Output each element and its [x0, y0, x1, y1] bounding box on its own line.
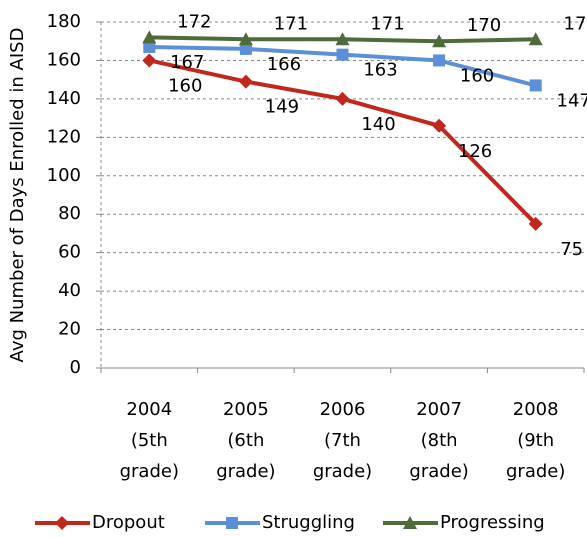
marker — [335, 32, 350, 46]
y-tick-label: 180 — [47, 11, 81, 32]
data-label: 167 — [170, 52, 204, 73]
y-tick-label: 40 — [58, 280, 81, 301]
y-tick-label: 60 — [58, 242, 81, 263]
y-tick-label: 0 — [70, 357, 81, 378]
marker — [238, 74, 253, 89]
marker — [238, 32, 253, 46]
y-tick-label: 100 — [47, 165, 81, 186]
marker — [335, 91, 350, 106]
y-tick-label: 160 — [47, 49, 81, 70]
y-tick-label: 80 — [58, 203, 81, 224]
marker — [403, 516, 417, 529]
data-label: 75 — [560, 239, 583, 260]
marker — [142, 30, 157, 44]
y-tick-label: 120 — [47, 126, 81, 147]
data-label: 163 — [363, 60, 397, 81]
data-label: 171 — [370, 13, 404, 34]
y-tick-label: 140 — [47, 88, 81, 109]
y-tick-label: 20 — [58, 319, 81, 340]
x-tick-label: 2006 (7th grade) — [312, 399, 373, 482]
x-tick-label: 2004 (5th grade) — [119, 399, 179, 482]
data-label: 160 — [460, 65, 494, 86]
marker — [226, 517, 238, 529]
data-label: 172 — [177, 11, 211, 32]
data-label: 140 — [361, 114, 395, 135]
y-axis-label: Avg Number of Days Enrolled in AISD — [7, 28, 28, 363]
x-tick-label: 2005 (6th grade) — [216, 399, 276, 482]
data-label: 147 — [557, 90, 587, 111]
marker — [336, 48, 349, 61]
marker — [529, 79, 542, 92]
data-label: 170 — [467, 15, 501, 36]
legend-label: Progressing — [440, 512, 545, 533]
data-label: 126 — [458, 141, 492, 162]
marker — [239, 42, 252, 55]
data-label: 166 — [267, 54, 301, 75]
marker — [528, 216, 543, 231]
marker — [528, 32, 543, 46]
x-tick-label: 2007 (8th grade) — [409, 399, 469, 482]
data-label: 160 — [168, 75, 202, 96]
x-tick-label: 2008 (9th grade) — [506, 399, 566, 482]
data-label: 171 — [274, 13, 308, 34]
legend-label: Struggling — [262, 512, 355, 533]
legend-label: Dropout — [92, 512, 165, 533]
marker — [432, 118, 447, 133]
marker — [432, 34, 447, 48]
data-label: 171 — [564, 13, 587, 34]
marker — [143, 40, 156, 53]
marker — [433, 54, 446, 67]
marker — [142, 53, 157, 68]
data-label: 149 — [265, 97, 299, 118]
marker — [55, 516, 69, 530]
